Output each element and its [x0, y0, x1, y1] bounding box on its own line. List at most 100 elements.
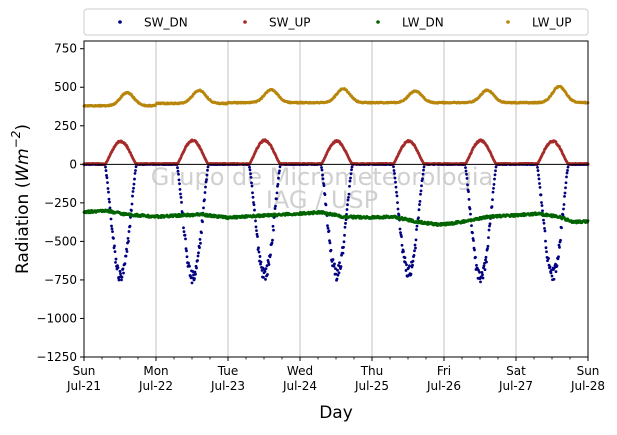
data-point: [333, 262, 336, 266]
legend-marker-1: [243, 20, 247, 24]
data-point: [321, 173, 324, 177]
data-point: [122, 271, 125, 275]
x-tick-date-5: Jul-26: [426, 379, 461, 393]
data-point: [195, 266, 198, 270]
data-point: [332, 264, 336, 268]
data-point: [419, 189, 423, 193]
data-point: [350, 165, 354, 169]
data-point: [114, 260, 117, 264]
data-point: [486, 247, 489, 251]
x-tick-day-0: Sun: [73, 364, 96, 378]
data-point: [558, 245, 561, 249]
data-point: [484, 255, 488, 259]
data-point: [347, 192, 351, 196]
data-point: [557, 243, 561, 247]
data-point: [252, 201, 255, 204]
data-point: [256, 235, 259, 238]
data-point: [121, 267, 125, 271]
data-point: [547, 257, 550, 260]
data-point: [404, 269, 408, 272]
data-point: [552, 277, 556, 281]
data-point: [485, 260, 488, 264]
data-point: [339, 265, 343, 268]
data-point: [188, 264, 191, 268]
data-point: [394, 185, 398, 189]
data-point: [269, 253, 272, 257]
data-point: [557, 255, 560, 259]
x-tick-day-1: Mon: [143, 364, 168, 378]
data-point: [487, 236, 490, 240]
data-point: [320, 166, 323, 169]
data-point: [400, 243, 404, 247]
data-point: [131, 190, 135, 193]
data-point: [544, 239, 547, 243]
x-tick-date-4: Jul-25: [354, 379, 389, 393]
data-point: [262, 275, 265, 279]
data-point: [108, 200, 111, 204]
data-point: [116, 266, 120, 270]
data-point: [538, 185, 542, 189]
data-point: [117, 278, 121, 282]
legend-box: [83, 8, 589, 36]
data-point: [465, 172, 468, 176]
data-point: [250, 181, 253, 185]
data-point: [539, 193, 543, 197]
data-point: [566, 165, 570, 169]
data-point: [134, 169, 137, 172]
data-point: [555, 264, 559, 268]
data-point: [106, 181, 109, 184]
data-point: [392, 165, 395, 169]
data-point: [420, 184, 423, 188]
data-point: [106, 187, 110, 190]
data-point: [132, 182, 136, 186]
data-point: [120, 278, 123, 282]
data-point: [473, 248, 476, 252]
data-point: [417, 216, 420, 220]
data-point: [190, 281, 194, 285]
legend-label-3: LW_UP: [532, 16, 571, 30]
data-point: [277, 176, 280, 180]
data-point: [182, 230, 186, 234]
data-point: [255, 232, 259, 236]
data-point: [465, 177, 469, 180]
data-point: [494, 169, 497, 173]
x-axis-label: Day: [319, 403, 353, 423]
data-point: [200, 231, 203, 235]
y-axis-label: Radiation (Wm−2): [9, 124, 33, 274]
data-point: [421, 177, 424, 181]
data-point: [193, 270, 197, 274]
data-point: [130, 202, 134, 206]
data-point: [545, 250, 548, 254]
data-point: [177, 172, 180, 176]
data-point: [559, 238, 562, 242]
data-point: [422, 168, 425, 172]
data-point: [125, 247, 128, 251]
data-point: [118, 269, 122, 273]
data-point: [403, 256, 407, 260]
data-point: [131, 194, 134, 198]
data-point: [537, 177, 541, 181]
data-point: [257, 250, 261, 254]
x-tick-day-5: Fri: [437, 364, 451, 378]
data-point: [491, 190, 495, 194]
data-point: [203, 198, 206, 202]
data-point: [251, 195, 255, 199]
data-point: [486, 244, 490, 248]
data-point: [349, 172, 353, 176]
data-point: [206, 168, 209, 172]
data-point: [537, 173, 540, 177]
data-point: [338, 261, 341, 265]
data-point: [408, 264, 411, 268]
data-point: [411, 263, 414, 267]
data-point: [270, 241, 274, 245]
data-point: [259, 262, 262, 266]
series-lw-dn: [82, 208, 590, 228]
data-point: [345, 208, 349, 211]
data-point: [254, 219, 257, 223]
data-point: [342, 245, 345, 249]
data-point: [104, 165, 107, 169]
data-point: [113, 250, 117, 254]
data-point: [179, 195, 183, 199]
data-point: [267, 260, 270, 264]
